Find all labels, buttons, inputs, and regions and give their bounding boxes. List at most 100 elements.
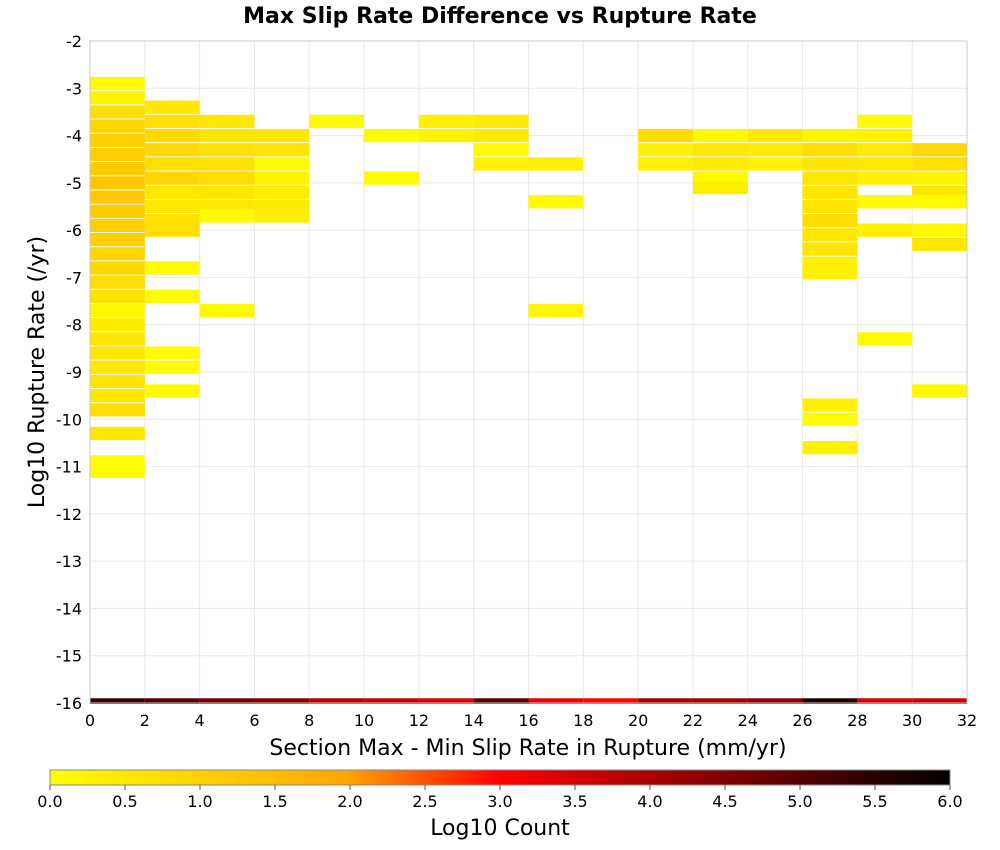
heatmap-cell (254, 143, 310, 157)
total-row-cell (638, 698, 693, 704)
heatmap-cell (254, 128, 310, 143)
heatmap-cell (90, 105, 145, 119)
heatmap-cell (90, 303, 145, 318)
heatmap-cell (199, 185, 255, 199)
y-tick-label: -5 (66, 174, 82, 193)
heatmap-cell (802, 171, 858, 185)
heatmap-cell (802, 412, 858, 426)
heatmap-cell (364, 171, 419, 185)
total-row-cell (418, 698, 474, 704)
heatmap-cell (144, 384, 200, 398)
heatmap-cell (473, 114, 529, 129)
colorbar-tick-label: 1.0 (187, 792, 212, 811)
heatmap-cell (802, 143, 858, 157)
heatmap-cell (418, 114, 474, 129)
heatmap-cell (638, 128, 693, 143)
heatmap-cell (90, 176, 145, 190)
heatmap-cell (802, 157, 858, 171)
heatmap-cell (802, 398, 858, 412)
heatmap-cell (90, 464, 145, 478)
heatmap-cell (90, 389, 145, 403)
heatmap-cell (199, 143, 255, 157)
colorbar-tick-label: 4.0 (637, 792, 662, 811)
total-row-cell (528, 698, 584, 704)
heatmap-cell (254, 171, 310, 185)
heatmap-cell (199, 209, 255, 223)
heatmap-cell (90, 232, 145, 247)
heatmap-cell (90, 403, 145, 417)
heatmap-cell (473, 128, 529, 143)
x-tick-label: 2 (140, 711, 150, 730)
heatmap-cell (90, 119, 145, 133)
heatmap-cell (199, 114, 255, 129)
heatmap-cell (90, 426, 145, 441)
heatmap-cell (144, 199, 200, 214)
heatmap-cell (912, 157, 967, 171)
heatmap-cell (90, 218, 145, 233)
x-tick-label: 30 (902, 711, 922, 730)
heatmap-cell (692, 157, 748, 171)
heatmap-cell (857, 143, 913, 157)
heatmap-cell (802, 228, 858, 242)
heatmap-cells (90, 76, 967, 704)
total-row-cell (90, 698, 145, 704)
total-row-cell (857, 698, 913, 704)
heatmap-cell (912, 237, 967, 251)
total-row-cell (364, 698, 419, 704)
total-row-cell (583, 698, 639, 704)
y-tick-label: -7 (66, 268, 82, 287)
heatmap-cell (144, 157, 200, 171)
total-row-cell (144, 698, 200, 704)
heatmap-cell (857, 171, 913, 185)
x-tick-label: 16 (518, 711, 538, 730)
heatmap-cell (144, 114, 200, 129)
y-tick-label: -14 (56, 599, 82, 618)
heatmap-cell (90, 147, 145, 162)
heatmap-cell (912, 143, 967, 157)
heatmap-cell (802, 242, 858, 256)
heatmap-cell (802, 214, 858, 228)
colorbar-tick-label: 3.5 (562, 792, 587, 811)
heatmap-cell (144, 100, 200, 114)
y-tick-label: -6 (66, 221, 82, 240)
heatmap-cell (254, 185, 310, 199)
colorbar-tick-label: 4.5 (712, 792, 737, 811)
heatmap-cell (418, 128, 474, 143)
x-axis-ticks: 0 2 4 6 8 10 12 14 16 18 20 22 24 26 28 30 32 (85, 711, 977, 730)
x-tick-label: 24 (738, 711, 758, 730)
heatmap-cell (309, 114, 365, 129)
heatmap-cell (857, 332, 913, 346)
x-tick-label: 8 (304, 711, 314, 730)
heatmap-cell (912, 171, 967, 185)
heatmap-cell (473, 143, 529, 157)
colorbar-label: Log10 Count (430, 816, 570, 841)
colorbar-tick-label: 5.5 (862, 792, 887, 811)
total-row-cell (747, 698, 803, 704)
heatmap-cell (90, 133, 145, 147)
heatmap-cell (638, 157, 693, 171)
x-tick-label: 28 (847, 711, 867, 730)
heatmap-cell (802, 128, 858, 143)
total-row-cell (802, 698, 858, 704)
heatmap-cell (857, 223, 913, 237)
heatmap-cell (254, 157, 310, 171)
y-axis-label: Log10 Rupture Rate (/yr) (25, 236, 50, 508)
total-row-cell (309, 698, 365, 704)
colorbar-ticks: 0.0 0.5 1.0 1.5 2.0 2.5 3.0 3.5 4.0 4.5 5.0 5.5 6.0 (37, 785, 963, 811)
x-tick-label: 26 (792, 711, 812, 730)
x-tick-label: 4 (195, 711, 205, 730)
x-tick-label: 20 (628, 711, 648, 730)
y-tick-label: -8 (66, 316, 82, 335)
heatmap-cell (90, 204, 145, 218)
plot-frame (89, 40, 968, 704)
colorbar-tick-label: 0.0 (37, 792, 62, 811)
x-tick-label: 32 (957, 711, 977, 730)
heatmap-cell (528, 195, 584, 209)
heatmap-cell (199, 303, 255, 318)
heatmap-cell (90, 261, 145, 275)
heatmap-cell (692, 128, 748, 143)
heatmap-cell (199, 171, 255, 185)
total-row-cell (473, 698, 529, 704)
heatmap-cell (90, 374, 145, 389)
y-tick-label: -4 (66, 127, 82, 146)
